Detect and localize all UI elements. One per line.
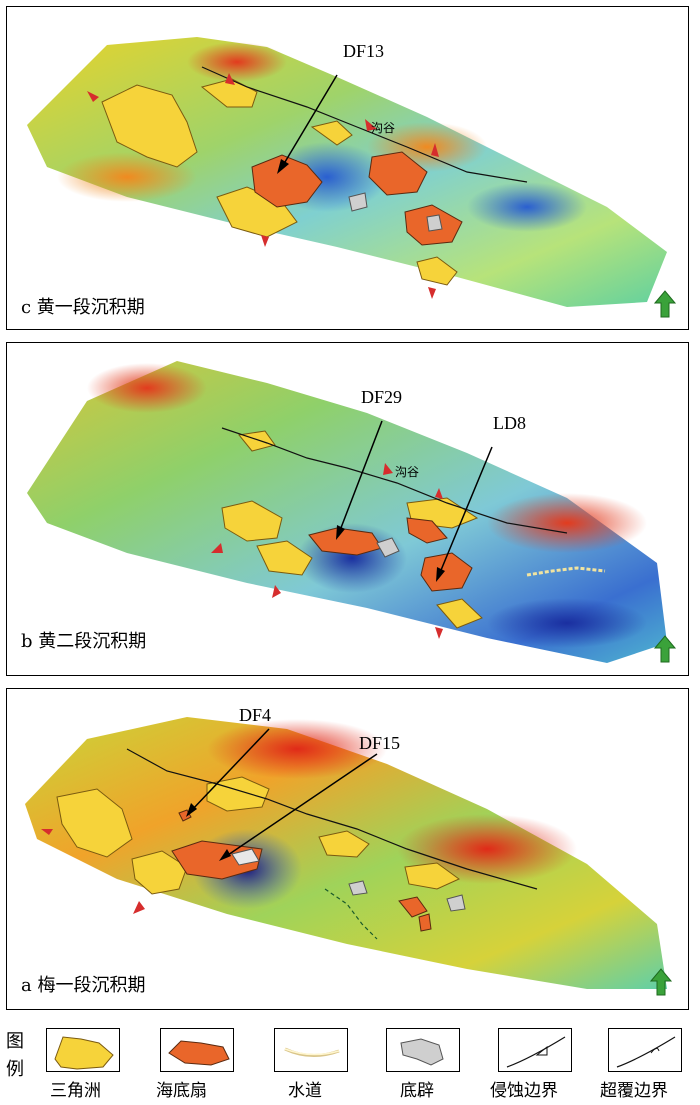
delta-swatch-icon (54, 1036, 114, 1070)
diapir-c-1 (348, 192, 368, 212)
legend-swatch-erosion (498, 1028, 572, 1072)
north-arrow-c (653, 290, 677, 318)
label-ld8: LD8 (493, 413, 526, 433)
panel-c-map (27, 37, 677, 318)
panel-a: DF4 DF15 a 梅一段沉积期 (6, 688, 689, 1010)
fan-a-4 (418, 913, 432, 932)
legend-item-erosion: 侵蚀边界 (490, 1028, 598, 1101)
panel-c: DF13 沟谷 c 黄一段沉积期 (6, 6, 689, 330)
pointer-df13-head (277, 159, 289, 174)
inflow-arrow-a-1 (41, 829, 53, 835)
inflow-arrow-b-3 (383, 463, 393, 475)
erosion-boundary-a (126, 748, 538, 890)
legend-label-erosion: 侵蚀边界 (490, 1081, 558, 1101)
pointer-df15 (224, 753, 378, 858)
panel-b-caption: b 黄二段沉积期 (21, 631, 147, 652)
onlap-boundary-icon (616, 1036, 676, 1068)
delta-a-1 (56, 788, 133, 858)
label-df29: DF29 (361, 387, 403, 407)
fan-a-3 (398, 896, 428, 918)
label-df4: DF4 (239, 705, 272, 725)
panel-b-map (27, 361, 677, 663)
erosion-boundary-c (201, 66, 528, 183)
inflow-arrow-b-2 (272, 585, 281, 598)
inflow-arrow-b-5 (435, 627, 443, 639)
legend-item-fan: 海底扇 (156, 1028, 260, 1101)
inflow-arrow-c-2 (225, 73, 235, 85)
label-df13: DF13 (343, 41, 385, 61)
diapir-a-2 (348, 880, 368, 896)
erosion-boundary-icon (506, 1036, 566, 1068)
pointer-df13 (281, 74, 338, 168)
inflow-arrow-b-1 (211, 543, 223, 553)
label-df15: DF15 (359, 733, 401, 753)
legend-swatch-channel (274, 1028, 348, 1072)
legend-label-channel: 水道 (288, 1081, 322, 1101)
erosion-boundary-b (221, 427, 568, 534)
panel-a-caption: a 梅一段沉积期 (21, 975, 146, 996)
legend-label-onlap: 超覆边界 (600, 1081, 668, 1101)
legend-item-diapir: 底辟 (386, 1028, 486, 1101)
inflow-arrow-c-1 (87, 91, 99, 102)
legend-item-delta: 三角洲 (46, 1028, 146, 1101)
delta-a-4 (318, 830, 370, 858)
fan-a-df15 (171, 840, 263, 880)
diapir-c-2 (426, 214, 443, 232)
panel-c-caption: c 黄一段沉积期 (21, 297, 145, 318)
fan-c-2 (368, 151, 428, 196)
label-gully-c: 沟谷 (371, 121, 396, 135)
inflow-arrow-c-3 (431, 143, 439, 157)
delta-c-1 (101, 84, 198, 168)
delta-b-5 (436, 598, 483, 629)
legend-swatch-diapir (386, 1028, 460, 1072)
legend-label-fan: 海底扇 (156, 1081, 207, 1101)
delta-b-1 (221, 500, 283, 542)
channel-b (526, 566, 606, 577)
legend-title: 图例 (6, 1031, 24, 1080)
delta-a-5 (404, 862, 460, 890)
inflow-arrow-c-5 (428, 287, 436, 299)
panel-a-map (25, 717, 673, 996)
north-arrow-a (649, 968, 673, 996)
legend-swatch-fan (160, 1028, 234, 1072)
pointer-df29-head (336, 525, 345, 540)
pointer-df4-head (186, 803, 197, 817)
diapir-a-1 (231, 848, 260, 866)
legend-label-delta: 三角洲 (50, 1081, 101, 1101)
inflow-arrow-a-2 (133, 901, 145, 914)
legend-item-channel: 水道 (274, 1028, 374, 1101)
inflow-arrow-c-4 (261, 235, 269, 247)
delta-c-4 (416, 256, 458, 286)
channel-swatch-icon (284, 1047, 340, 1057)
pointer-df4 (190, 728, 270, 812)
diapir-b-1 (376, 537, 400, 558)
fan-swatch-icon (168, 1040, 230, 1066)
delta-a-2 (131, 850, 188, 895)
pointer-df15-head (219, 849, 231, 861)
inflow-arrow-b-4 (435, 488, 443, 499)
delta-c-3 (216, 186, 298, 238)
legend-swatch-onlap (608, 1028, 682, 1072)
fan-c-df13 (251, 154, 323, 208)
legend-swatch-delta (46, 1028, 120, 1072)
fan-b-3 (406, 517, 448, 544)
north-arrow-b (653, 635, 677, 663)
delta-b-2 (256, 540, 313, 576)
fan-b-ld8 (420, 552, 473, 592)
delta-c-5 (310, 120, 353, 146)
pointer-ld8-head (436, 567, 445, 582)
diapir-a-3 (446, 894, 466, 912)
delta-b-3 (238, 430, 276, 452)
legend-item-onlap: 超覆边界 (600, 1028, 700, 1101)
pointer-ld8 (438, 446, 493, 576)
inflow-arrow-c-6 (365, 119, 377, 131)
legend-label-diapir: 底辟 (400, 1081, 434, 1101)
label-gully-b: 沟谷 (395, 465, 420, 479)
pointer-df29 (338, 420, 383, 534)
panel-b: DF29 LD8 沟谷 b 黄二段沉积期 (6, 342, 689, 676)
diapir-swatch-icon (400, 1038, 444, 1066)
